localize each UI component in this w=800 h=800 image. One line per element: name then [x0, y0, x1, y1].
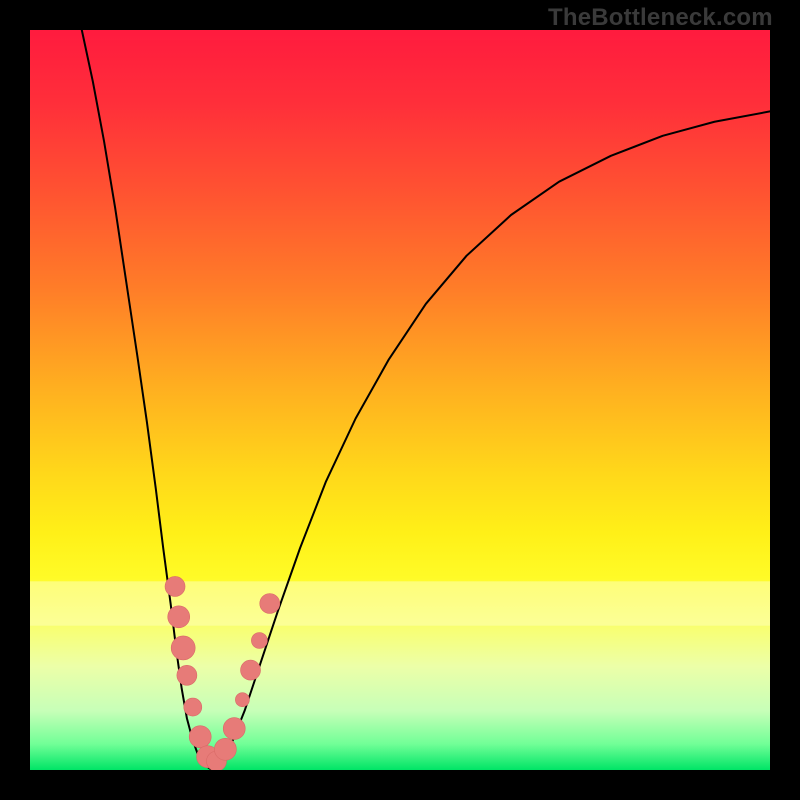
marker-dot [189, 726, 211, 748]
marker-dot [168, 606, 190, 628]
chart-background [30, 30, 770, 770]
marker-dot [235, 693, 249, 707]
marker-dot [171, 636, 195, 660]
marker-dot [223, 718, 245, 740]
marker-dot [251, 633, 267, 649]
pale-band [30, 581, 770, 625]
marker-dot [184, 698, 202, 716]
watermark-text: TheBottleneck.com [548, 4, 773, 32]
marker-dot [260, 594, 280, 614]
marker-dot [241, 660, 261, 680]
marker-dot [177, 665, 197, 685]
bottleneck-chart [0, 0, 800, 800]
marker-dot [165, 576, 185, 596]
marker-dot [214, 738, 236, 760]
